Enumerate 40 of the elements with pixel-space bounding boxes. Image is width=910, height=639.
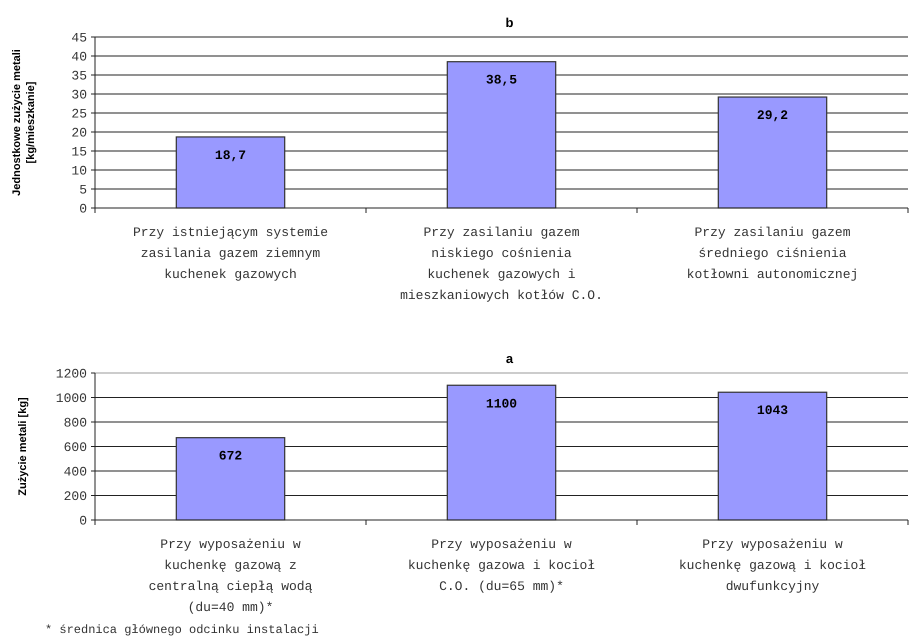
chart-title: a xyxy=(506,351,514,366)
y-tick-label: 5 xyxy=(79,182,87,198)
y-tick-label: 1200 xyxy=(56,366,87,382)
y-tick-label: 25 xyxy=(71,106,87,122)
y-tick-label: 45 xyxy=(71,30,87,46)
bar xyxy=(446,61,556,209)
y-tick-label: 400 xyxy=(64,464,87,480)
bar xyxy=(446,384,556,521)
data-label: 18,7 xyxy=(214,148,246,163)
y-tick-label: 10 xyxy=(71,164,87,179)
y-tick-label: 35 xyxy=(71,68,87,84)
x-tick-label: Przy wyposażeniu w kuchenkę gazową i kocioł dwufunkcyjny xyxy=(678,537,866,594)
bar xyxy=(718,96,828,209)
y-tick-label: 20 xyxy=(71,126,87,141)
y-tick-label: 0 xyxy=(79,514,87,529)
x-tick-label: Przy wyposażeniu w kuchenkę gazowa i kocioł C.O. (du=65 mm)* xyxy=(408,537,596,594)
y-tick-label: 0 xyxy=(79,202,87,217)
y-tick-label: 600 xyxy=(64,440,87,456)
x-tick-label: Przy istniejącym systemie zasilania gazem ziemnym kuchenek gazowych xyxy=(132,225,328,282)
data-label: 1043 xyxy=(756,403,788,418)
y-tick-label: 40 xyxy=(71,50,87,65)
data-label: 29,2 xyxy=(756,108,788,124)
y-tick-label: 30 xyxy=(71,88,87,103)
y-tick-label: 800 xyxy=(64,416,87,431)
y-axis-title: Zużycie metali [kg] xyxy=(17,396,29,496)
x-tick-label: Przy wyposażeniu w kuchenkę gazową z centralną ciepłą wodą (du=40 mm)* xyxy=(148,537,313,615)
y-tick-label: 200 xyxy=(64,489,87,504)
y-tick-label: 1000 xyxy=(56,391,87,406)
y-axis-title: Jednostkowe zużycie metali [kg/mieszkanie] xyxy=(11,49,37,196)
bar xyxy=(176,136,286,209)
bar xyxy=(176,437,286,521)
y-tick-label: 15 xyxy=(71,144,87,160)
text: * średnica głównego odcinku instalacji xyxy=(45,623,319,637)
bar xyxy=(718,392,828,521)
data-label: 1100 xyxy=(486,396,518,412)
x-tick-label: Przy zasilaniu gazem średniego ciśnienia kotłowni autonomicznej xyxy=(686,225,858,282)
data-label: 672 xyxy=(218,448,242,464)
data-label: 38,5 xyxy=(486,72,518,88)
chart-title: b xyxy=(506,15,514,30)
x-tick-label: Przy zasilaniu gazem niskiego cośnienia kuchenek gazowych i mieszkaniowych kotłów C.O. xyxy=(400,225,603,303)
